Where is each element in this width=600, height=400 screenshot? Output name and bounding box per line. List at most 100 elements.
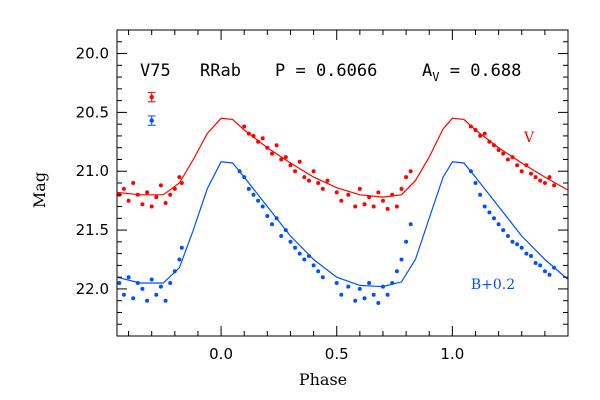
- data-point-s1-65: [538, 263, 543, 268]
- data-point-s1-3: [131, 296, 136, 301]
- data-point-s0-56: [496, 148, 501, 152]
- data-point-s1-28: [297, 251, 302, 256]
- data-point-s1-5: [140, 286, 145, 291]
- data-point-s1-41: [371, 292, 376, 297]
- data-point-s1-26: [288, 239, 293, 244]
- data-point-s1-62: [524, 251, 529, 256]
- data-point-s1-58: [505, 234, 510, 238]
- data-point-s0-30: [311, 169, 316, 174]
- annotation-type: RRab: [200, 61, 241, 81]
- data-point-s0-3: [131, 181, 136, 185]
- data-point-s1-39: [362, 296, 367, 301]
- y-tick-label-1: 20.5: [76, 103, 109, 121]
- data-point-s0-43: [381, 198, 385, 203]
- data-point-s1-53: [482, 204, 487, 209]
- data-point-s0-33: [325, 178, 330, 183]
- data-point-s1-42: [376, 301, 381, 305]
- data-point-s0-21: [270, 151, 274, 156]
- data-point-s0-29: [307, 178, 311, 183]
- data-point-s1-54: [487, 210, 492, 215]
- data-point-s1-52: [478, 192, 483, 197]
- data-point-s0-44: [385, 206, 390, 211]
- data-point-s1-32: [316, 269, 321, 274]
- data-point-s0-61: [519, 169, 524, 174]
- data-point-s0-39: [362, 202, 367, 207]
- data-point-s0-68: [552, 183, 557, 188]
- data-point-s0-15: [242, 124, 247, 129]
- data-point-s0-62: [524, 163, 529, 168]
- data-point-s0-54: [487, 139, 492, 144]
- data-point-s1-8: [154, 292, 159, 297]
- data-point-s1-20: [260, 204, 265, 209]
- data-point-s1-60: [515, 242, 520, 247]
- data-point-s1-43: [381, 284, 385, 289]
- data-point-s1-18: [251, 192, 256, 197]
- data-point-s0-1: [121, 186, 126, 191]
- data-point-s0-63: [529, 171, 533, 176]
- data-point-s0-8: [154, 195, 159, 200]
- y-tick-label-2: 21.0: [76, 162, 109, 180]
- data-point-s1-46: [394, 269, 399, 274]
- data-point-s1-29: [302, 257, 307, 262]
- annotation-star: V75: [140, 61, 171, 81]
- data-point-s0-31: [316, 181, 321, 185]
- error-bar-point-0: [149, 94, 154, 100]
- data-point-s0-57: [501, 151, 506, 156]
- data-point-s0-2: [126, 198, 131, 203]
- data-point-s0-11: [168, 192, 173, 197]
- data-point-s0-46: [394, 204, 399, 209]
- data-point-s0-66: [542, 181, 547, 185]
- data-point-s1-44: [385, 292, 390, 297]
- data-point-s1-7: [149, 277, 154, 282]
- series-label-0: V: [523, 130, 535, 146]
- x-axis-label: Phase: [299, 370, 347, 389]
- data-point-s1-15: [237, 169, 242, 174]
- x-tick-label-1: 0.5: [325, 345, 349, 363]
- data-point-s0-67: [547, 175, 552, 180]
- data-point-s1-19: [256, 198, 261, 203]
- data-point-s1-16: [242, 175, 247, 180]
- data-point-s1-49: [408, 222, 413, 227]
- data-point-s0-65: [538, 178, 543, 183]
- data-point-s0-26: [293, 169, 298, 174]
- data-point-s0-50: [468, 124, 473, 129]
- data-point-s0-25: [288, 163, 293, 168]
- data-point-s0-48: [404, 175, 409, 180]
- data-point-s1-6: [145, 298, 150, 303]
- data-point-s0-32: [320, 186, 325, 191]
- data-point-s0-10: [163, 201, 168, 205]
- data-point-s0-23: [279, 157, 284, 162]
- data-point-s0-24: [283, 155, 288, 160]
- data-point-s0-16: [246, 131, 251, 136]
- amp-value: = 0.688: [439, 61, 521, 81]
- data-point-s0-4: [135, 192, 140, 197]
- data-point-s0-64: [533, 175, 538, 180]
- data-point-s0-6: [145, 190, 150, 195]
- data-point-s0-34: [334, 190, 339, 195]
- amp-symbol: A: [422, 61, 432, 81]
- y-tick-label-3: 21.5: [76, 221, 109, 239]
- data-point-s1-37: [353, 298, 358, 303]
- y-tick-label-0: 20.0: [76, 45, 109, 63]
- data-point-s0-55: [492, 143, 496, 148]
- error-bar-point-1: [149, 118, 154, 123]
- data-point-s0-12: [172, 186, 177, 191]
- data-point-s0-20: [265, 145, 270, 150]
- data-point-s0-5: [140, 202, 145, 207]
- data-point-s1-33: [320, 275, 325, 280]
- data-point-s1-30: [307, 254, 311, 258]
- data-point-s0-38: [357, 186, 362, 191]
- data-point-s1-21: [265, 214, 270, 218]
- annotation-amplitude: AV = 0.688: [422, 61, 521, 84]
- data-point-s1-27: [293, 245, 298, 250]
- data-point-s1-2: [126, 275, 131, 280]
- x-tick-label-2: 1.0: [440, 345, 464, 363]
- data-point-s0-35: [339, 198, 344, 203]
- data-point-s1-68: [552, 265, 557, 270]
- data-point-s0-40: [367, 195, 372, 200]
- data-point-s0-27: [297, 159, 302, 164]
- data-point-s1-36: [346, 284, 351, 289]
- data-point-s0-19: [260, 136, 265, 141]
- data-point-s0-45: [390, 192, 395, 197]
- fit-curve-0: [116, 117, 569, 198]
